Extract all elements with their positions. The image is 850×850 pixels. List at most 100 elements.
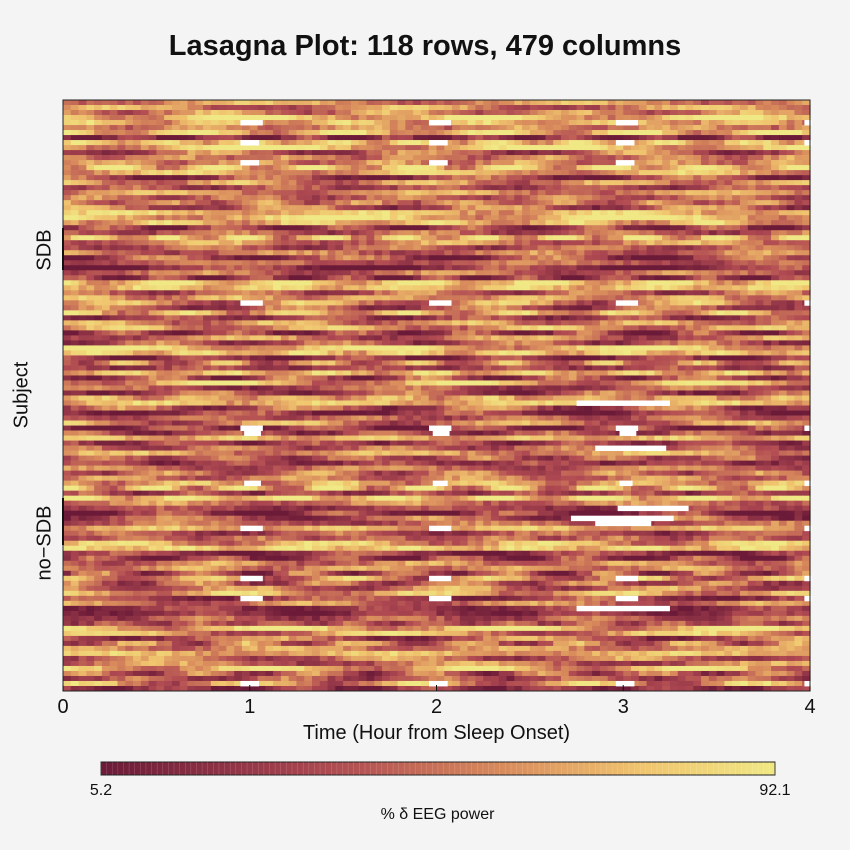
heatmap-cell — [366, 285, 375, 291]
heatmap-cell — [296, 285, 305, 291]
heatmap-cell — [599, 185, 609, 191]
heatmap-cell — [265, 230, 274, 236]
heatmap-cell — [78, 350, 87, 356]
heatmap-cell — [669, 245, 679, 251]
heatmap-cell — [319, 225, 329, 231]
heatmap-cell — [802, 275, 811, 281]
heatmap-cell — [312, 335, 321, 341]
heatmap-cell — [561, 255, 570, 261]
heatmap-cell — [273, 225, 282, 231]
heatmap-cell — [522, 150, 531, 156]
heatmap-cell — [436, 320, 445, 326]
heatmap-cell — [164, 315, 173, 321]
heatmap-cell — [179, 330, 189, 336]
heatmap-cell — [483, 215, 492, 221]
heatmap-cell — [226, 350, 235, 356]
heatmap-cell — [436, 270, 445, 276]
heatmap-cell — [739, 230, 749, 236]
heatmap-cell — [179, 150, 189, 156]
heatmap-cell — [109, 195, 119, 201]
heatmap-cell — [343, 120, 352, 126]
heatmap-cell — [732, 300, 741, 306]
heatmap-cell — [623, 220, 632, 226]
heatmap-cell — [584, 345, 593, 351]
heatmap-cell — [568, 145, 578, 151]
heatmap-cell — [109, 190, 119, 196]
heatmap-cell — [522, 210, 531, 216]
heatmap-cell — [623, 255, 632, 261]
heatmap-cell — [483, 210, 492, 216]
heatmap-cell — [701, 170, 710, 176]
heatmap-cell — [366, 345, 375, 351]
heatmap-cell — [335, 340, 344, 346]
heatmap-cell — [584, 350, 593, 356]
heatmap-cell — [187, 315, 196, 321]
heatmap-cell — [545, 165, 554, 171]
heatmap-cell — [117, 180, 126, 186]
heatmap-cell — [350, 250, 360, 256]
heatmap-cell — [405, 120, 414, 126]
heatmap-cell — [86, 355, 95, 361]
heatmap-cell — [273, 120, 282, 126]
heatmap-cell — [210, 220, 220, 226]
heatmap-cell — [669, 325, 679, 331]
heatmap-cell — [187, 240, 196, 246]
heatmap-cell — [592, 285, 601, 291]
heatmap-cell — [234, 175, 243, 181]
heatmap-cell — [739, 340, 749, 346]
heatmap-cell — [537, 315, 547, 321]
heatmap-cell — [428, 340, 438, 346]
heatmap-cell — [296, 315, 305, 321]
heatmap-cell — [210, 125, 220, 131]
heatmap-cell — [109, 230, 119, 236]
heatmap-cell — [86, 260, 95, 266]
heatmap-cell — [195, 200, 204, 206]
heatmap-cell — [319, 150, 329, 156]
heatmap-cell — [607, 295, 617, 301]
heatmap-cell — [498, 150, 508, 156]
heatmap-cell — [483, 305, 492, 311]
heatmap-cell — [156, 100, 165, 106]
heatmap-cell — [335, 150, 344, 156]
heatmap-cell — [475, 295, 484, 301]
heatmap-cell — [101, 120, 111, 126]
heatmap-cell — [584, 280, 593, 286]
heatmap-cell — [669, 290, 679, 296]
heatmap-cell — [716, 205, 726, 211]
heatmap-cell — [171, 190, 181, 196]
heatmap-cell — [428, 190, 438, 196]
heatmap-cell — [506, 320, 515, 326]
heatmap-cell — [514, 135, 523, 141]
heatmap-cell — [234, 140, 243, 146]
heatmap-cell — [374, 350, 383, 356]
heatmap-cell — [413, 315, 422, 321]
heatmap-cell — [584, 295, 593, 301]
heatmap-cell — [327, 135, 336, 141]
heatmap-cell — [296, 120, 305, 126]
heatmap-cell — [724, 275, 733, 281]
heatmap-cell — [140, 330, 150, 336]
heatmap-cell — [397, 165, 406, 171]
heatmap-cell — [288, 300, 298, 306]
heatmap-cell — [592, 255, 601, 261]
heatmap-cell — [241, 250, 251, 256]
heatmap-cell — [234, 355, 243, 361]
heatmap-cell — [366, 135, 375, 141]
heatmap-cell — [615, 100, 624, 106]
heatmap-cell — [241, 290, 251, 296]
heatmap-cell — [327, 315, 336, 321]
heatmap-cell — [273, 150, 282, 156]
heatmap-cell — [436, 210, 445, 216]
heatmap-cell — [529, 265, 539, 271]
heatmap-cell — [459, 285, 469, 291]
heatmap-cell — [234, 150, 243, 156]
heatmap-cell — [140, 150, 150, 156]
heatmap-cell — [405, 330, 414, 336]
heatmap-cell — [327, 145, 336, 151]
heatmap-cell — [156, 275, 165, 281]
heatmap-cell — [716, 105, 726, 111]
heatmap-cell — [63, 180, 72, 186]
heatmap-cell — [646, 165, 655, 171]
heatmap-cell — [389, 165, 399, 171]
heatmap-cell — [125, 160, 134, 166]
